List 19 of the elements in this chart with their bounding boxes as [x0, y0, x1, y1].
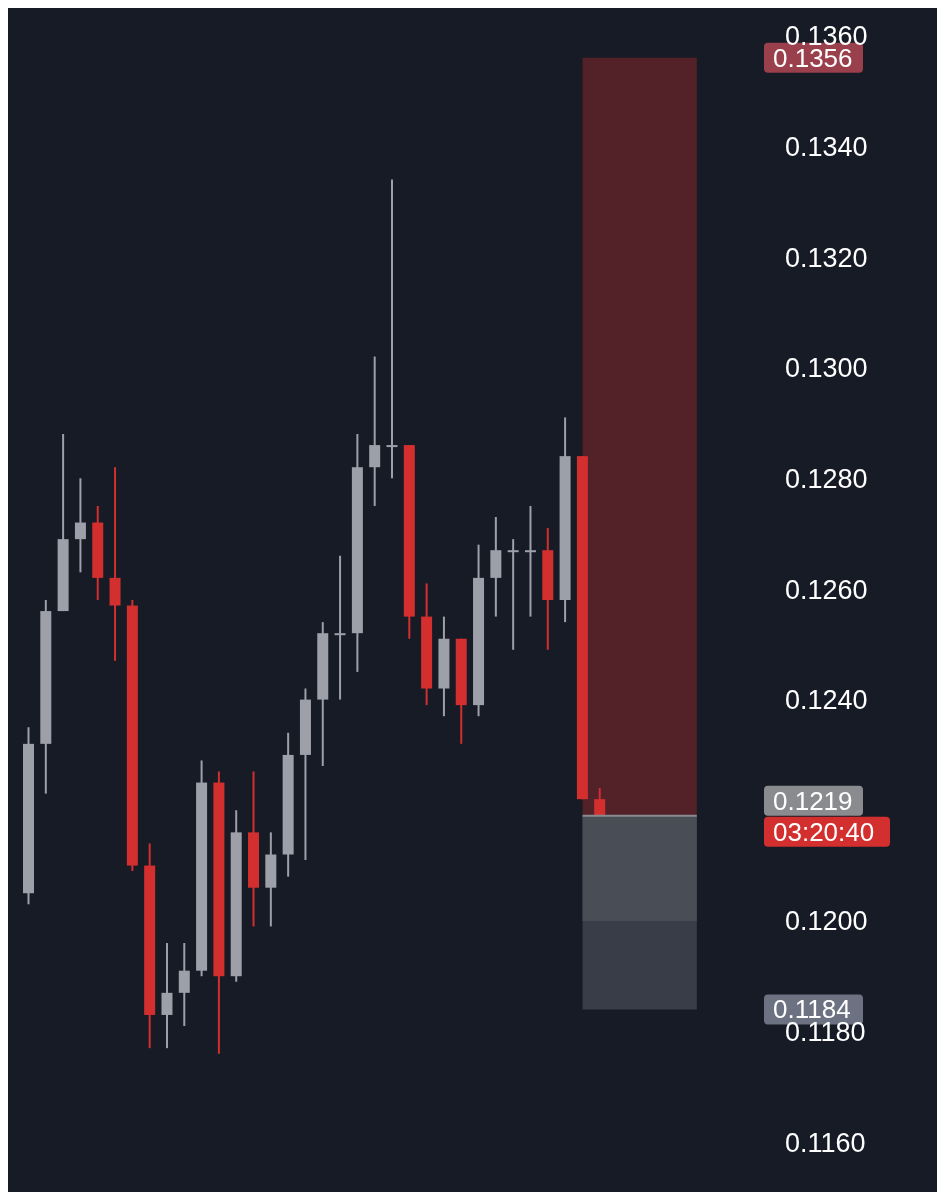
candlestick — [161, 942, 173, 1050]
candlestick — [74, 477, 86, 574]
candlestick — [369, 355, 381, 507]
text: 03:20:40 — [773, 816, 875, 847]
y-tick-label: 0.1280 — [785, 463, 868, 494]
ref-line-label: 0.1219 — [773, 785, 853, 816]
y-tick-label: 0.1300 — [785, 353, 868, 384]
y-tick-label: 0.1320 — [785, 242, 868, 273]
candlestick — [594, 787, 606, 817]
candlestick — [386, 178, 398, 480]
y-tick-label: 0.1260 — [785, 574, 868, 605]
candlestick — [178, 942, 190, 1028]
candlestick — [507, 538, 519, 651]
y-tick-label: 0.1160 — [785, 1127, 866, 1158]
y-tick-label: 0.1200 — [785, 906, 868, 937]
candlestick — [334, 554, 346, 701]
y-tick-label: 0.1240 — [785, 685, 868, 716]
y-tick-label: 0.1340 — [785, 131, 868, 162]
candlestick — [524, 504, 536, 618]
